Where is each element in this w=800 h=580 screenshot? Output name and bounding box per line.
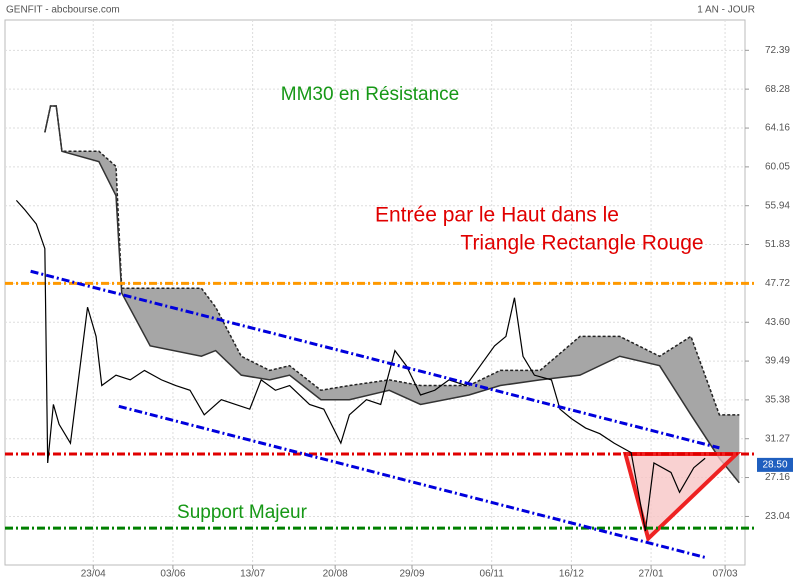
chart-subtitle: 1 AN - JOUR [697, 5, 755, 16]
y-tick-label: 27.16 [765, 472, 790, 483]
y-tick-label: 55.94 [765, 200, 790, 211]
trendline [30, 269, 720, 450]
x-tick-label: 29/09 [399, 569, 424, 580]
annotation: MM30 en Résistance [281, 84, 459, 105]
last-price-box [757, 457, 793, 472]
y-tick-label: 39.49 [765, 356, 790, 367]
x-tick-label: 20/08 [323, 569, 348, 580]
annotation: Entrée par le Haut dans le [375, 204, 619, 227]
x-tick-label: 07/03 [713, 569, 738, 580]
y-tick-label: 47.72 [765, 278, 790, 289]
price-line [15, 200, 706, 532]
y-tick-label: 43.60 [765, 317, 790, 328]
trendline [118, 404, 706, 559]
y-tick-label: 68.28 [765, 84, 790, 95]
cloud-lower [44, 105, 740, 484]
annotation: Triangle Rectangle Rouge [460, 232, 703, 255]
annotation: Support Majeur [177, 502, 308, 523]
last-price-label: 28.50 [762, 460, 787, 471]
x-tick-label: 23/04 [81, 569, 106, 580]
x-tick-label: 27/01 [639, 569, 664, 580]
y-tick-label: 51.83 [765, 239, 790, 250]
y-tick-label: 72.39 [765, 45, 790, 56]
x-tick-label: 03/06 [160, 569, 185, 580]
x-tick-label: 16/12 [559, 569, 584, 580]
chart-title: GENFIT - abcbourse.com [6, 5, 120, 16]
y-tick-label: 60.05 [765, 162, 790, 173]
plot-area [4, 19, 746, 566]
cloud-upper [44, 105, 740, 416]
x-tick-label: 06/11 [480, 569, 505, 580]
y-tick-label: 23.04 [765, 511, 790, 522]
y-tick-label: 31.27 [765, 433, 790, 444]
cloud-area [44, 105, 740, 483]
x-tick-label: 13/07 [240, 569, 265, 580]
y-tick-label: 35.38 [765, 395, 790, 406]
y-tick-label: 64.16 [765, 123, 790, 134]
